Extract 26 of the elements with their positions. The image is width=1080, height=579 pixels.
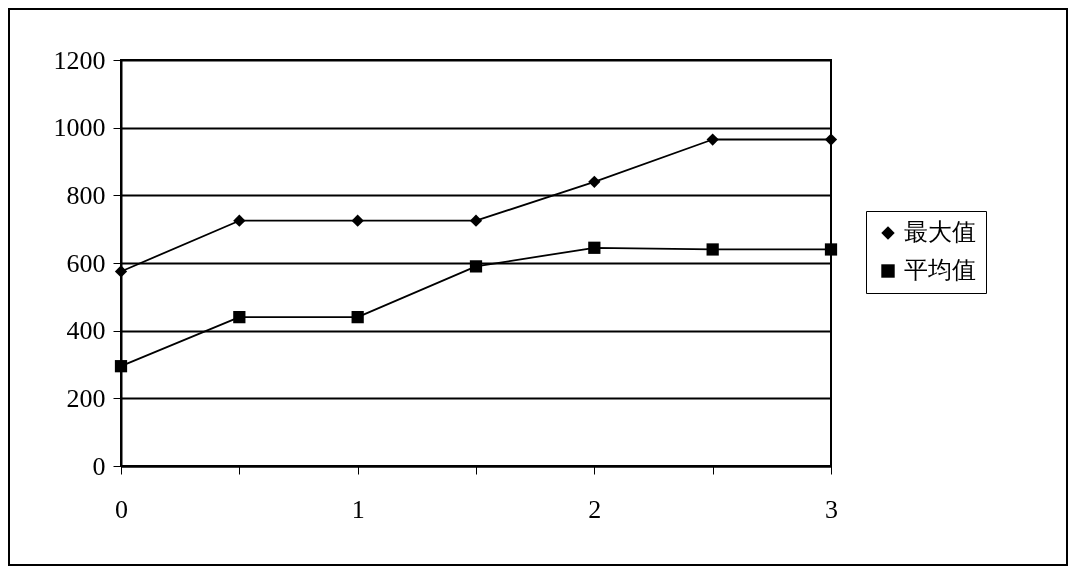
x-tick-label: 2 [588, 494, 602, 524]
y-tick-label: 1200 [53, 45, 106, 75]
legend-label: 最大值 [904, 218, 976, 246]
point [233, 214, 246, 227]
y-tick-label: 1000 [53, 113, 106, 143]
point [706, 243, 719, 256]
legend-label: 平均值 [904, 256, 976, 284]
y-tick-label: 0 [92, 451, 106, 481]
y-tick-label: 800 [66, 180, 106, 210]
point [351, 214, 364, 227]
point [824, 243, 838, 256]
point [114, 360, 128, 373]
y-tick-label: 200 [66, 383, 106, 413]
point [469, 260, 483, 273]
point [233, 311, 246, 324]
point [469, 214, 483, 227]
x-tick-label: 0 [115, 494, 128, 524]
y-tick-label: 600 [66, 248, 106, 278]
point [588, 241, 601, 254]
x-tick-label: 1 [351, 494, 365, 524]
point [351, 311, 364, 324]
point [706, 133, 719, 146]
x-tick-label: 3 [825, 494, 838, 524]
point [824, 133, 838, 146]
point [588, 175, 601, 188]
y-tick-label: 400 [66, 316, 106, 346]
